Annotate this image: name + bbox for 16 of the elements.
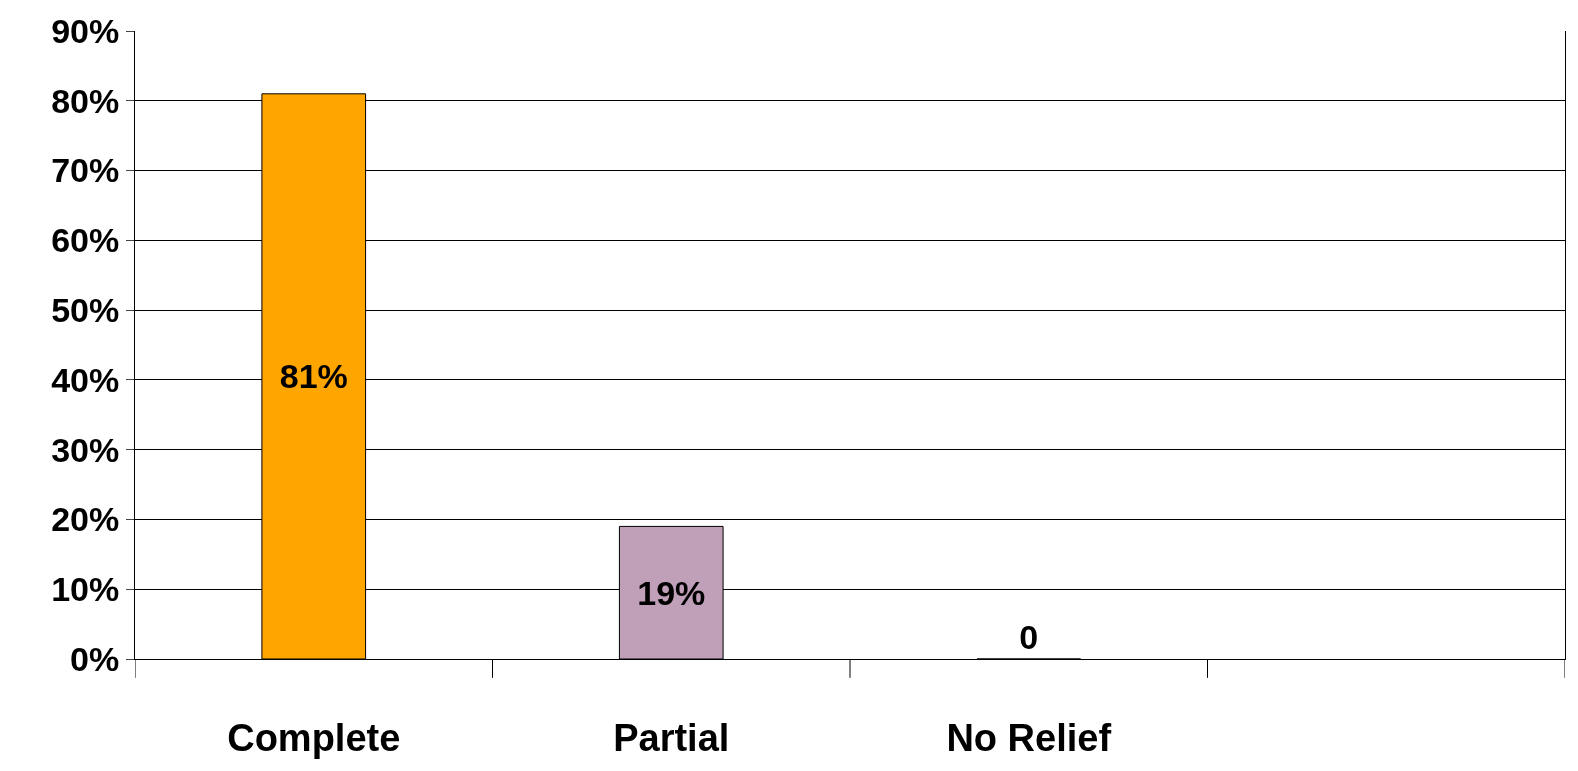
y-tick-label: 60% <box>51 221 120 260</box>
y-tick-label: 0% <box>70 639 120 678</box>
x-tick-label: No Relief <box>946 716 1112 759</box>
y-tick-label: 20% <box>51 500 120 539</box>
y-tick-label: 40% <box>51 360 120 399</box>
x-tick-label: Complete <box>227 716 401 759</box>
y-tick-label: 80% <box>51 81 120 120</box>
x-tick-label: Partial <box>613 716 730 759</box>
y-tick-label: 30% <box>51 430 120 469</box>
data-label: 81% <box>279 357 348 396</box>
data-label: 19% <box>637 573 706 612</box>
y-tick-label: 50% <box>51 291 120 330</box>
y-tick-label: 90% <box>51 11 120 50</box>
data-label: 0 <box>1019 618 1039 656</box>
y-tick-label: 70% <box>51 151 120 190</box>
y-tick-label: 10% <box>51 570 120 609</box>
